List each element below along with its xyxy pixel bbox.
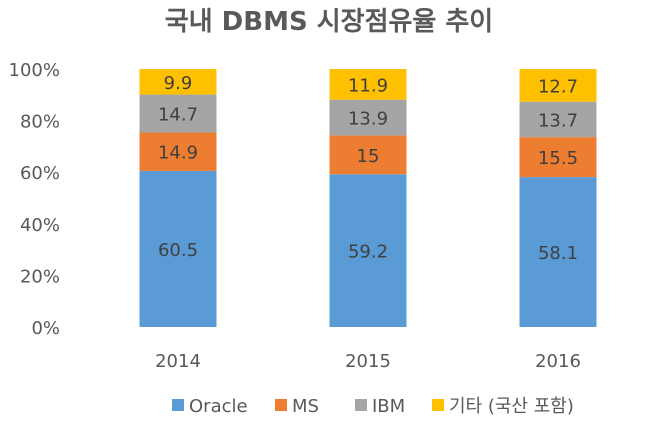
data-label: 14.9 (158, 143, 198, 164)
data-label: 60.5 (158, 240, 198, 261)
data-label: 15.5 (538, 148, 578, 169)
data-label: 11.9 (348, 75, 388, 96)
data-label: 13.7 (538, 110, 578, 131)
bar-segment (519, 177, 597, 327)
legend-label: MS (292, 396, 319, 417)
y-tick-label: 20% (20, 266, 60, 287)
bar-segment (329, 99, 407, 136)
data-label: 58.1 (538, 243, 578, 264)
x-tick-label: 2016 (535, 351, 581, 372)
y-tick-label: 0% (31, 318, 60, 339)
bar-segment (139, 132, 217, 171)
y-tick-label: 60% (20, 163, 60, 184)
legend-label: IBM (372, 396, 405, 417)
y-tick-label: 100% (9, 60, 60, 81)
legend-swatch (432, 399, 444, 411)
bar-segment (139, 94, 217, 133)
y-tick-label: 80% (20, 112, 60, 133)
data-label: 9.9 (164, 73, 193, 94)
x-axis: 2014 2015 2016 (155, 351, 581, 372)
bar-segment (329, 135, 407, 175)
bars: 60.5 14.9 14.7 9.9 59.2 15 13.9 11.9 58.1 15.5 13.… (139, 69, 597, 327)
bar-segment (329, 174, 407, 327)
legend-swatch (172, 399, 184, 411)
bar-segment (519, 69, 597, 102)
bar-segment (329, 69, 407, 100)
bar-segment (519, 101, 597, 138)
legend-swatch (355, 399, 367, 411)
bar-segment (139, 170, 217, 327)
y-tick-label: 40% (20, 215, 60, 236)
x-tick-label: 2014 (155, 351, 201, 372)
legend-label: Oracle (189, 396, 248, 417)
legend-swatch (275, 399, 287, 411)
data-label: 12.7 (538, 76, 578, 97)
chart-title: 국내 DBMS 시장점유율 추이 (165, 7, 493, 37)
legend: Oracle MS IBM 기타 (국산 포함) (172, 396, 574, 417)
y-axis: 0% 20% 40% 60% 80% 100% (9, 60, 60, 339)
x-tick-label: 2015 (345, 351, 391, 372)
data-label: 59.2 (348, 242, 388, 263)
bar-segment (139, 69, 217, 95)
bar-segment (519, 137, 597, 178)
data-label: 15 (357, 146, 380, 167)
data-label: 13.9 (348, 109, 388, 130)
legend-label: 기타 (국산 포함) (449, 396, 574, 417)
data-label: 14.7 (158, 105, 198, 126)
